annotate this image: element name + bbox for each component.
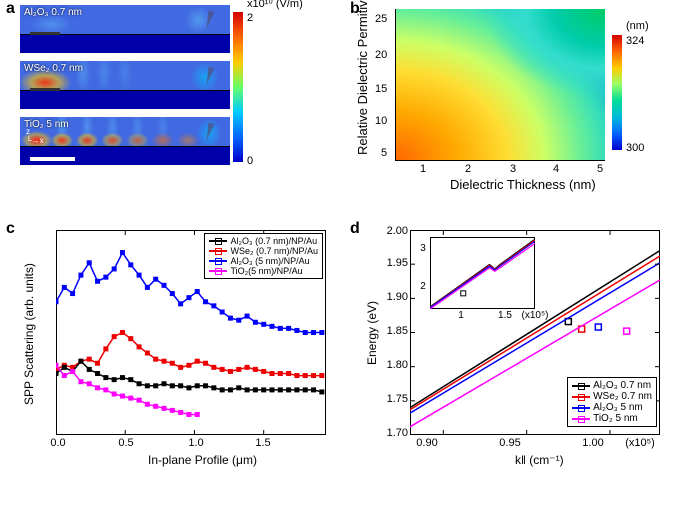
hm-ytick: 20 (375, 49, 387, 61)
panel-a-label: a (6, 0, 15, 18)
legend-item: Al₂O₃ (5 nm)/NP/Au (230, 256, 309, 266)
d-ytick: 1.80 (378, 359, 408, 371)
d-ytick: 1.90 (378, 291, 408, 303)
heatmap-frame (395, 9, 605, 161)
legend-item: Al₂O₃ 5 nm (593, 402, 643, 413)
inset-ytick: 2 (417, 281, 429, 292)
hm-xtick: 1 (420, 163, 426, 175)
axis-icon: z└→x (26, 127, 44, 145)
cbar-b-min: 300 (626, 142, 644, 154)
c-xtick: 0.0 (48, 437, 68, 449)
d-ytick: 1.95 (378, 257, 408, 269)
d-xtick: 1.00 (578, 437, 608, 449)
panel-d: k‖ (cm⁻¹) Energy (eV) 0.90 0.95 1.00 (x1… (360, 225, 675, 475)
sim-tio2: TiO₂ 5 nm z└→x (20, 117, 230, 165)
hm-ytick: 10 (375, 115, 387, 127)
sim-wse2: WSe₂ 0.7 nm (20, 61, 230, 109)
d-ylabel: Energy (eV) (365, 301, 379, 365)
hm-ytick: 25 (375, 13, 387, 25)
hm-ylabel: Relative Dielectric Permitivity (355, 0, 370, 155)
c-xtick: 0.5 (116, 437, 136, 449)
d-ytick: 2.00 (378, 225, 408, 237)
inset-xtick: 1 (455, 310, 467, 321)
hm-xtick: 2 (465, 163, 471, 175)
cbar-a-title: x10¹⁰ (V/m) (247, 0, 303, 10)
probe-tip-icon (204, 123, 214, 142)
c-xtick: 1.0 (186, 437, 206, 449)
inset-ytick: 3 (417, 243, 429, 254)
probe-tip-icon (204, 11, 214, 30)
legend-item: Al₂O₃ (0.7 nm)/NP/Au (230, 236, 317, 246)
panel-c-label: c (6, 220, 15, 238)
d-ytick: 1.70 (378, 427, 408, 439)
hm-xtick: 3 (510, 163, 516, 175)
sim-label-2: WSe₂ 0.7 nm (24, 63, 83, 74)
d-xtick: 0.95 (495, 437, 525, 449)
scalebar-icon (30, 157, 75, 161)
d-xlabel: k‖ (cm⁻¹) (515, 453, 564, 467)
hm-xtick: 5 (597, 163, 603, 175)
hm-xtick: 4 (553, 163, 559, 175)
c-xtick: 1.5 (253, 437, 273, 449)
d-ytick: 1.85 (378, 325, 408, 337)
legend-item: WSe₂ 0.7 nm (593, 391, 652, 402)
sim-label-1: Al₂O₃ 0.7 nm (24, 7, 82, 18)
colorbar-b (612, 35, 622, 150)
sim-al2o3: Al₂O₃ 0.7 nm (20, 5, 230, 53)
panel-b: Dielectric Thickness (nm) Relative Diele… (355, 5, 645, 195)
legend-d: Al₂O₃ 0.7 nm WSe₂ 0.7 nm Al₂O₃ 5 nm TiO₂… (567, 377, 657, 427)
cbar-b-unit: (nm) (626, 20, 649, 32)
inset-xunit: (x10⁵) (515, 310, 555, 321)
nanoparticle-icon (30, 32, 60, 35)
probe-tip-icon (204, 67, 214, 86)
hm-ytick: 5 (381, 147, 387, 159)
legend-item: TiO₂ 5 nm (593, 413, 638, 424)
legend-item: Al₂O₃ 0.7 nm (593, 380, 651, 391)
inset-xtick: 1.5 (495, 310, 515, 321)
panel-c: In-plane Profile (μm) SPP Scattering (ar… (18, 225, 338, 475)
hm-xlabel: Dielectric Thickness (nm) (450, 177, 596, 192)
c-ylabel: SPP Scattering (arb. units) (22, 263, 36, 405)
panel-d-label: d (350, 220, 360, 238)
legend-c: Al₂O₃ (0.7 nm)/NP/Au WSe₂ (0.7 nm)/NP/Au… (204, 233, 323, 279)
c-xlabel: In-plane Profile (μm) (148, 453, 257, 467)
colorbar-a (233, 12, 243, 162)
cbar-a-max: 2 (247, 12, 253, 24)
legend-item: WSe₂ (0.7 nm)/NP/Au (230, 246, 318, 256)
d-xunit: (x10⁵) (615, 437, 665, 449)
inset-plot (430, 237, 535, 309)
d-xtick: 0.90 (412, 437, 442, 449)
hm-ytick: 15 (375, 83, 387, 95)
cbar-a-min: 0 (247, 155, 253, 167)
nanoparticle-icon (30, 88, 60, 91)
d-ytick: 1.75 (378, 393, 408, 405)
legend-item: TiO₂(5 nm)/NP/Au (230, 266, 302, 276)
cbar-b-max: 324 (626, 35, 644, 47)
